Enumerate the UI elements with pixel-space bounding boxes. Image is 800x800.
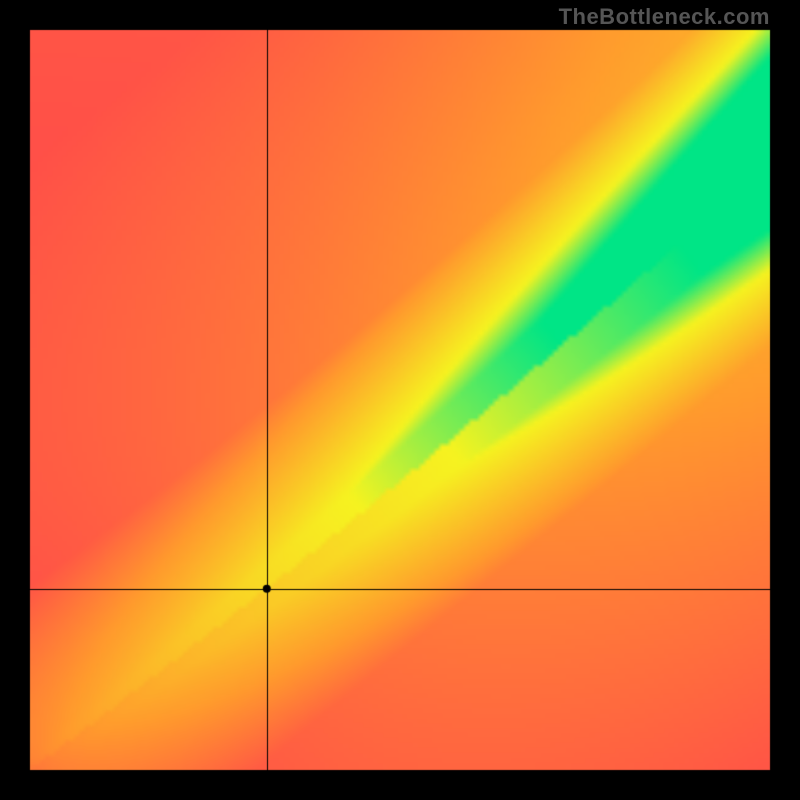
watermark-text: TheBottleneck.com (559, 4, 770, 30)
heatmap-canvas (0, 0, 800, 800)
chart-container: TheBottleneck.com (0, 0, 800, 800)
